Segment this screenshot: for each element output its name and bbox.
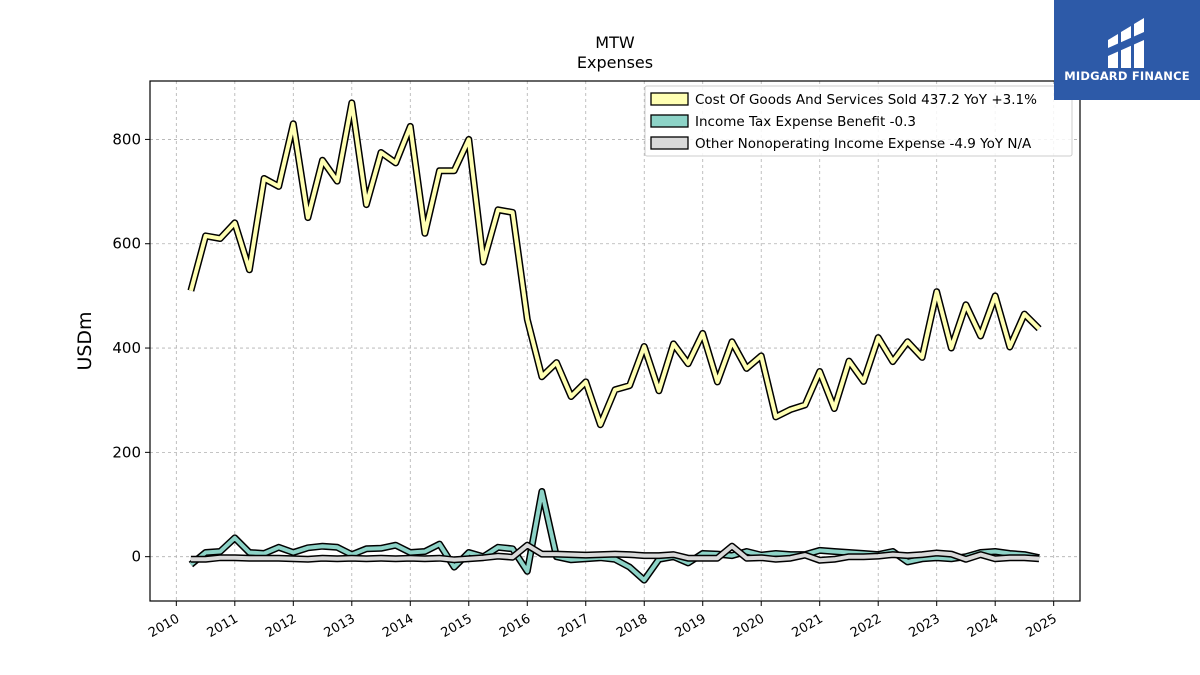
- midgard-logo-icon: [1108, 18, 1144, 68]
- x-tick-label: 2020: [731, 611, 767, 641]
- x-tick-label: 2011: [205, 611, 241, 641]
- chart-title: MTW: [595, 33, 635, 52]
- x-tick-label: 2021: [790, 611, 826, 641]
- x-tick-label: 2014: [380, 611, 416, 641]
- legend-swatch-income-tax: [650, 114, 689, 128]
- chart-subtitle: Expenses: [577, 53, 653, 72]
- legend-label-income-tax: Income Tax Expense Benefit -0.3: [695, 114, 916, 130]
- legend-swatch-cogs: [650, 92, 689, 106]
- x-tick-label: 2019: [673, 611, 709, 641]
- brand-logo: MIDGARD FINANCE: [1054, 0, 1200, 100]
- x-tick-label: 2024: [965, 611, 1001, 641]
- x-tick-label: 2012: [263, 611, 299, 641]
- legend-label-cogs: Cost Of Goods And Services Sold 437.2 Yo…: [695, 92, 1037, 108]
- y-axis-ticks: 0 200 400 600 800: [112, 130, 150, 566]
- cogs-line: [188, 100, 1041, 427]
- x-tick-label: 2022: [848, 611, 884, 641]
- legend-swatch-other-nonop: [650, 136, 689, 150]
- legend-label-other-nonop: Other Nonoperating Income Expense -4.9 Y…: [695, 136, 1032, 152]
- series-layer: [187, 99, 1042, 584]
- x-tick-label: 2018: [614, 611, 650, 641]
- brand-name: MIDGARD FINANCE: [1064, 69, 1190, 83]
- x-tick-label: 2015: [439, 611, 475, 641]
- legend: Cost Of Goods And Services Sold 437.2 Yo…: [644, 85, 1073, 157]
- y-tick-label: 400: [112, 339, 141, 357]
- x-tick-label: 2025: [1024, 611, 1060, 641]
- other-nonop-line: [190, 543, 1040, 563]
- income-tax-line-outline: [188, 488, 1040, 584]
- x-tick-label: 2016: [497, 611, 533, 641]
- grid-layer: [150, 81, 1080, 601]
- y-tick-label: 800: [112, 130, 141, 148]
- x-tick-label: 2023: [907, 611, 943, 641]
- y-tick-label: 200: [112, 443, 141, 461]
- income-tax-line: [189, 489, 1040, 583]
- y-tick-label: 0: [131, 548, 141, 566]
- x-axis-ticks: 2010 2011 2012 2013 2014 2015 2016 2017 2018 2019…: [146, 601, 1060, 641]
- x-tick-label: 2017: [556, 611, 592, 641]
- y-tick-label: 600: [112, 235, 141, 253]
- x-tick-label: 2010: [146, 611, 182, 641]
- legend-box: [644, 85, 1073, 157]
- plot-frame: [149, 80, 1081, 602]
- y-axis-label: USDm: [74, 311, 96, 370]
- x-tick-label: 2013: [322, 611, 358, 641]
